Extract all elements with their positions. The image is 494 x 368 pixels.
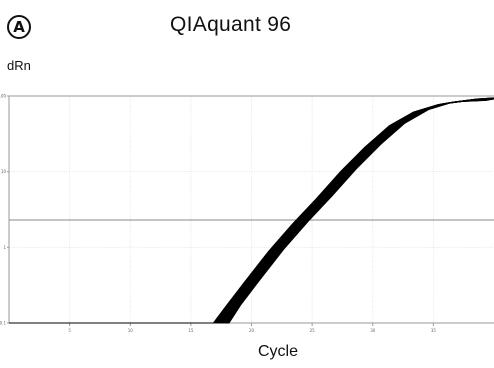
panel-label-badge: A <box>7 15 31 39</box>
y-tick-label: 0.1 <box>0 321 6 326</box>
x-tick-label: 25 <box>310 328 316 333</box>
amplification-curve <box>9 97 494 324</box>
y-tick-label: 10 <box>1 169 7 174</box>
x-tick-label: 15 <box>188 328 194 333</box>
y-tick-label: 1 <box>3 245 6 250</box>
x-tick-label: 20 <box>249 328 255 333</box>
chart-title: QIAquant 96 <box>170 13 292 36</box>
panel-label-text: A <box>13 17 25 36</box>
curve-layer <box>9 97 494 324</box>
plot-frame <box>8 95 494 324</box>
x-tick-label: 5 <box>68 328 71 333</box>
x-tick-label: 30 <box>370 328 376 333</box>
y-tick-label: 100 <box>0 94 6 99</box>
tick-layer: 5 10 15 20 25 30 35 0.1 1 10 100 <box>0 94 436 334</box>
x-tick-label: 35 <box>431 328 437 333</box>
x-axis-label: Cycle <box>258 343 299 360</box>
y-axis-label: dRn <box>7 58 31 73</box>
x-tick-label: 10 <box>128 328 134 333</box>
